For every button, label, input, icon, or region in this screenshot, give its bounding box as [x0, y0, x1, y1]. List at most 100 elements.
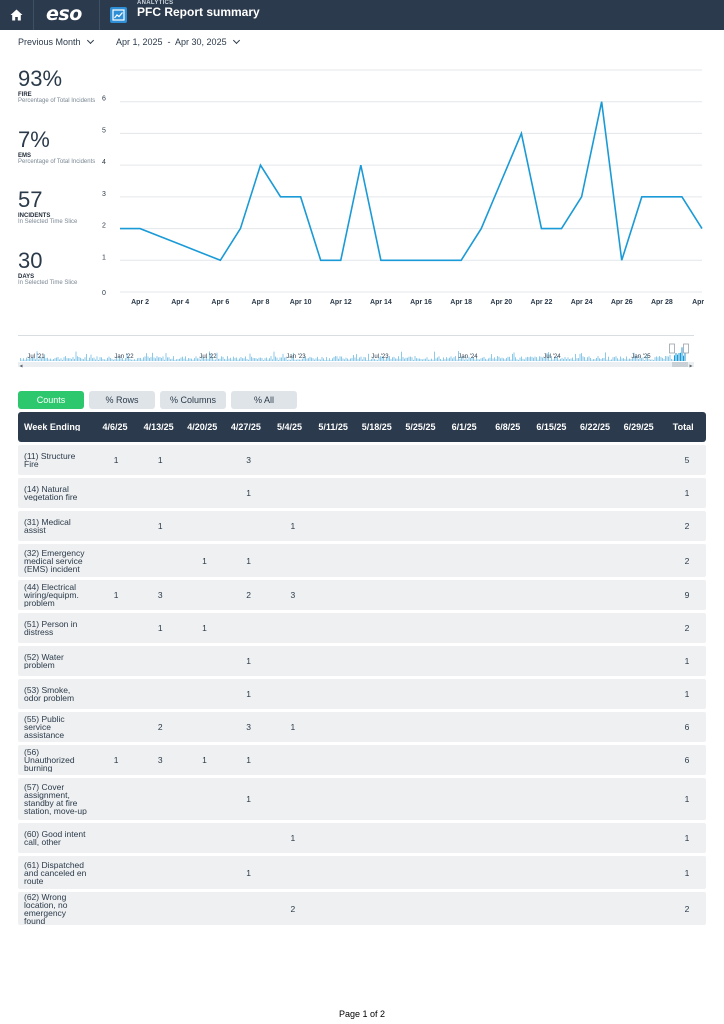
x-tick-label: Apr 8 [252, 299, 270, 306]
x-tick-label: Apr 14 [370, 299, 392, 306]
tab-percent-columns[interactable]: % Columns [160, 391, 226, 409]
header-week: 4/6/25 [102, 422, 128, 432]
row-total: 1 [684, 656, 690, 666]
table-cell: 1 [246, 867, 252, 878]
period-dropdown[interactable]: Previous Month [18, 36, 94, 47]
scroll-right-icon[interactable]: ▸ [689, 364, 692, 370]
incidents-line-chart[interactable]: 0 1 2 3 4 5 6 Apr 2 Apr 4 Apr 6 Apr 8 Apr 10 Apr 12 A… [90, 62, 704, 312]
table-row: (11) Structure Fire 1 1 3 5 [18, 445, 706, 475]
row-total: 6 [684, 755, 690, 765]
row-label: (14) Natural vegetation fire [24, 485, 78, 501]
table-cell: 1 [113, 455, 119, 465]
incident-table: Week Ending 4/6/25 4/13/25 4/20/25 4/27/25 5/… [18, 412, 706, 925]
timeline-scroll-thumb[interactable] [672, 362, 688, 367]
table-cell: 3 [157, 755, 163, 765]
y-tick-label: 0 [102, 290, 106, 297]
y-tick-label: 1 [102, 254, 106, 261]
header-week: 6/1/25 [451, 422, 477, 432]
table-row: (14) Natural vegetation fire 1 1 [18, 478, 706, 508]
kpi-value: 57 [18, 187, 43, 212]
app-supertitle: ANALYTICS [137, 0, 174, 6]
chart-report-icon [110, 7, 127, 23]
timeline-label: Jan '24 [458, 354, 478, 360]
row-label: (62) Wrong location, no emergency found [24, 892, 68, 925]
divider [99, 0, 100, 30]
table-row: (44) Electrical wiring/equipm. problem 1 3… [18, 580, 706, 610]
header-total: Total [672, 422, 694, 432]
date-range-dropdown[interactable]: Apr 1, 2025 - Apr 30, 2025 [116, 36, 240, 47]
row-label: (51) Person in distress [24, 620, 78, 636]
kpi-desc: Percentage of Total Incidents [18, 159, 96, 165]
x-tick-label: Apr ... [692, 299, 704, 306]
timeline-label: Jan '23 [286, 354, 306, 360]
timeline-navigator[interactable]: Jul '21 Jan '22 Jul '22 Jan '23 Jul '23 Jan '… [18, 335, 694, 369]
y-tick-label: 2 [102, 223, 106, 230]
table-cell: 1 [157, 623, 163, 633]
table-row: (52) Water problem 1 1 [18, 646, 706, 676]
kpi-value: 30 [18, 248, 43, 273]
table-cell: 1 [246, 794, 252, 804]
table-cell: 1 [246, 755, 252, 765]
x-tick-label: Apr 20 [490, 299, 512, 306]
row-total: 2 [684, 555, 690, 566]
date-range-label: Apr 1, 2025 - Apr 30, 2025 [116, 37, 227, 47]
header-week: 6/29/25 [623, 422, 654, 432]
table-row: (61) Dispatched and canceled en route 1 1 [18, 856, 706, 889]
x-tick-label: Apr 6 [211, 299, 229, 306]
kpi-value: 93% [18, 66, 63, 91]
y-tick-label: 6 [102, 96, 106, 103]
home-button[interactable] [0, 0, 34, 30]
table-cell: 3 [290, 590, 296, 600]
row-label: (56) Unauthorized burning [24, 748, 75, 772]
table-cell: 2 [157, 722, 163, 732]
eso-logo[interactable]: eso [46, 3, 82, 25]
timeline-scrollbar[interactable] [18, 362, 694, 367]
tab-percent-rows[interactable]: % Rows [89, 391, 155, 409]
x-tick-label: Apr 22 [531, 299, 553, 306]
x-tick-label: Apr 28 [651, 299, 673, 306]
scroll-left-icon[interactable]: ◂ [19, 364, 22, 370]
table-cell: 3 [246, 722, 252, 732]
x-tick-label: Apr 16 [410, 299, 432, 306]
header-week: 4/27/25 [230, 422, 261, 432]
chevron-down-icon [232, 36, 240, 45]
row-total: 1 [684, 794, 690, 804]
tab-counts[interactable]: Counts [18, 391, 84, 409]
table-cell: 1 [246, 656, 252, 666]
range-handle[interactable] [669, 343, 675, 354]
row-total: 2 [684, 521, 690, 531]
home-icon [10, 9, 23, 21]
tab-percent-all[interactable]: % All [231, 391, 297, 409]
kpi-value: 7% [18, 127, 50, 152]
incidents-series-line[interactable] [120, 101, 703, 262]
timeline-label: Jul '21 [27, 354, 45, 360]
kpi-label: FIRE [18, 92, 32, 98]
header-week: 5/25/25 [405, 422, 436, 432]
table-cell: 1 [246, 488, 252, 498]
row-label: (57) Cover assignment, standby at fire s… [24, 783, 87, 815]
row-total: 1 [684, 867, 690, 878]
range-handle[interactable] [683, 343, 689, 354]
table-cell: 1 [157, 455, 163, 465]
kpi-desc: Percentage of Total Incidents [18, 98, 96, 104]
kpi-label: INCIDENTS [18, 213, 51, 219]
header-week-ending: Week Ending [24, 423, 81, 431]
kpi-desc: In Selected Time Slice [18, 219, 78, 225]
x-tick-label: Apr 26 [611, 299, 633, 306]
table-row: (32) Emergency medical service (EMS) inc… [18, 544, 706, 577]
period-label: Previous Month [18, 37, 81, 47]
row-total: 2 [684, 903, 690, 914]
kpi-desc: In Selected Time Slice [18, 280, 78, 286]
row-label: (11) Structure Fire [24, 452, 76, 468]
row-label: (61) Dispatched and canceled en route [24, 860, 87, 885]
header-week: 6/8/25 [495, 422, 521, 432]
timeline-label: Jul '22 [199, 354, 217, 360]
header-week: 4/20/25 [187, 422, 218, 432]
table-row: (53) Smoke, odor problem 1 1 [18, 679, 706, 709]
table-cell: 2 [246, 590, 252, 600]
row-label: (44) Electrical wiring/equipm. problem [24, 583, 79, 607]
x-tick-label: Apr 2 [131, 299, 149, 306]
table-cell: 2 [290, 903, 296, 914]
table-row: (56) Unauthorized burning 1 3 1 1 6 [18, 745, 706, 775]
row-total: 2 [684, 623, 690, 633]
